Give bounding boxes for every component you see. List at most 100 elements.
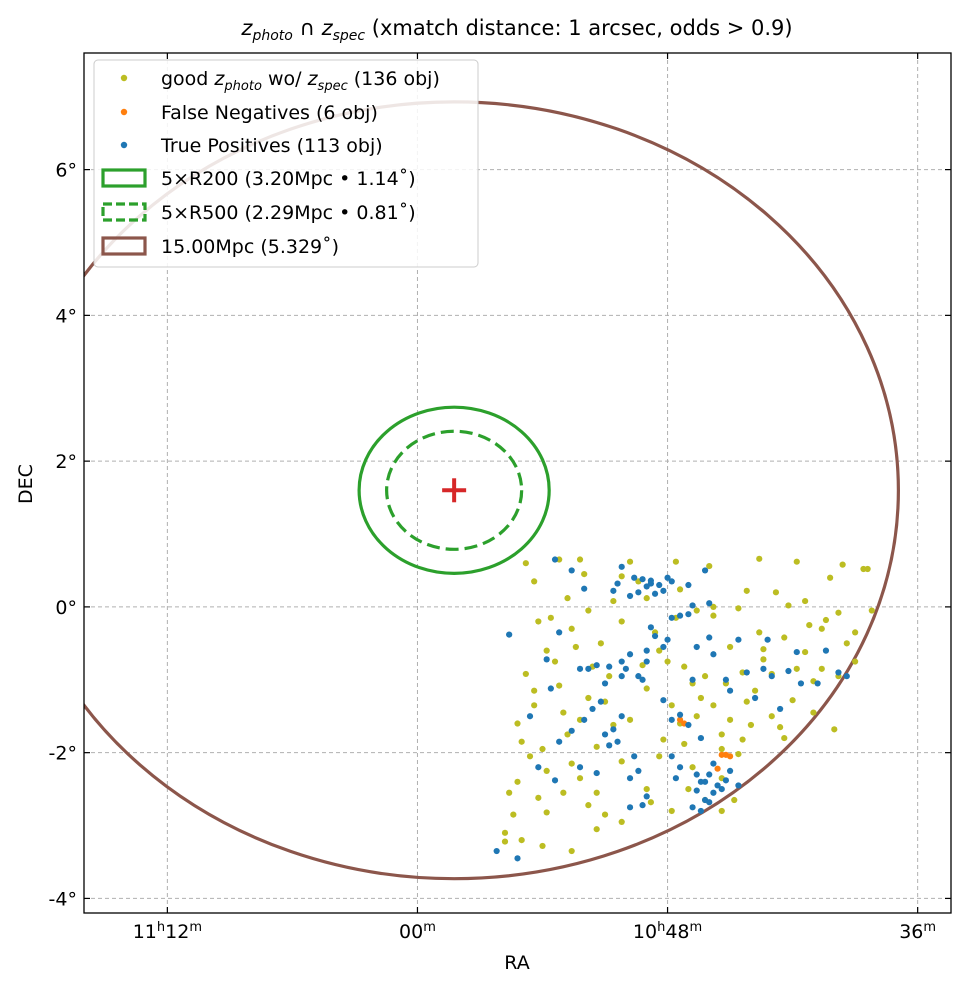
point-s2-45 bbox=[618, 658, 625, 665]
point-s2-48 bbox=[606, 663, 613, 670]
point-s2-83 bbox=[668, 716, 675, 723]
point-s2-85 bbox=[697, 734, 705, 742]
point-s0-104 bbox=[710, 603, 717, 610]
legend-label-2: True Positives (113 obj) bbox=[160, 135, 383, 157]
circle-5-r200 bbox=[357, 405, 551, 575]
point-s2-20 bbox=[706, 600, 713, 607]
point-s0-116 bbox=[560, 709, 567, 716]
point-s0-84 bbox=[668, 807, 675, 815]
point-s0-62 bbox=[656, 753, 663, 760]
point-s2-54 bbox=[543, 656, 550, 663]
point-s0-115 bbox=[760, 656, 767, 663]
point-s2-53 bbox=[556, 629, 563, 636]
point-s0-99 bbox=[818, 625, 825, 632]
point-s0-6 bbox=[793, 558, 800, 565]
point-s2-62 bbox=[606, 742, 613, 749]
point-s2-13 bbox=[668, 578, 675, 585]
point-s0-2 bbox=[626, 558, 634, 565]
legend-marker-1 bbox=[120, 108, 128, 116]
point-s0-118 bbox=[735, 751, 742, 758]
point-s0-107 bbox=[751, 687, 759, 694]
point-s2-77 bbox=[706, 799, 713, 806]
point-s2-32 bbox=[735, 636, 742, 643]
point-s0-1 bbox=[576, 556, 584, 563]
point-s0-59 bbox=[739, 736, 746, 743]
point-s0-13 bbox=[735, 605, 742, 612]
point-s0-100 bbox=[581, 571, 588, 578]
point-s2-19 bbox=[701, 567, 709, 574]
point-s0-14 bbox=[710, 612, 717, 619]
point-s2-104 bbox=[768, 673, 775, 680]
point-s0-29 bbox=[556, 682, 563, 689]
point-s0-127 bbox=[685, 786, 692, 793]
point-s0-17 bbox=[852, 629, 859, 636]
point-s0-126 bbox=[514, 720, 521, 727]
point-s2-66 bbox=[693, 771, 700, 778]
point-s2-42 bbox=[643, 647, 650, 654]
point-s2-109 bbox=[581, 716, 588, 723]
point-s2-17 bbox=[610, 587, 617, 594]
point-s2-55 bbox=[576, 665, 584, 672]
point-s0-3 bbox=[672, 558, 679, 565]
point-s0-27 bbox=[543, 647, 550, 654]
point-s2-30 bbox=[822, 647, 830, 654]
point-s2-95 bbox=[514, 855, 521, 862]
point-s0-34 bbox=[656, 647, 663, 654]
legend-label-3: 5×R200 (3.20Mpc • 1.14˚) bbox=[161, 168, 416, 190]
point-s0-35 bbox=[681, 663, 688, 670]
point-s0-68 bbox=[543, 767, 550, 774]
circle-5-r500 bbox=[385, 429, 524, 551]
point-s2-11 bbox=[651, 590, 659, 597]
point-s2-96 bbox=[493, 847, 500, 855]
point-s0-117 bbox=[643, 786, 650, 793]
point-s2-92 bbox=[576, 764, 584, 771]
point-s0-47 bbox=[726, 643, 734, 651]
point-s0-7 bbox=[839, 561, 846, 568]
point-s0-21 bbox=[531, 578, 538, 585]
point-s0-45 bbox=[781, 634, 788, 641]
point-s0-63 bbox=[618, 758, 625, 765]
point-s0-77 bbox=[689, 764, 696, 771]
legend-marker-4 bbox=[101, 202, 147, 222]
point-s2-81 bbox=[693, 787, 700, 794]
point-s0-122 bbox=[547, 614, 554, 621]
point-s2-94 bbox=[526, 713, 534, 720]
point-s2-98 bbox=[556, 738, 563, 745]
point-s2-90 bbox=[639, 802, 646, 809]
point-s0-73 bbox=[618, 818, 625, 825]
point-s0-61 bbox=[681, 740, 688, 748]
point-s2-0 bbox=[551, 556, 559, 563]
point-s2-35 bbox=[710, 651, 717, 658]
point-s0-15 bbox=[802, 597, 809, 605]
point-s0-91 bbox=[543, 809, 550, 816]
point-s0-57 bbox=[831, 726, 838, 733]
point-s0-50 bbox=[693, 713, 700, 720]
point-s0-31 bbox=[531, 687, 538, 694]
cluster-center-marker bbox=[442, 478, 467, 503]
point-s0-94 bbox=[718, 807, 725, 815]
point-s0-58 bbox=[781, 734, 788, 742]
point-s0-113 bbox=[572, 643, 579, 651]
x-axis-label: RA bbox=[504, 952, 529, 974]
point-s0-79 bbox=[518, 837, 525, 844]
point-s0-44 bbox=[802, 648, 809, 656]
x-tick-label-1: 00m bbox=[399, 920, 436, 943]
point-s0-46 bbox=[756, 629, 763, 636]
point-s2-26 bbox=[797, 680, 805, 687]
point-s2-79 bbox=[701, 778, 709, 785]
point-s2-60 bbox=[601, 731, 609, 738]
point-s0-80 bbox=[539, 842, 546, 850]
point-s2-108 bbox=[618, 673, 625, 680]
point-s0-30 bbox=[585, 694, 592, 702]
point-s2-6 bbox=[656, 581, 663, 589]
x-tick-label-2: 10h48m bbox=[633, 920, 702, 943]
point-s2-21 bbox=[685, 611, 692, 618]
point-s2-52 bbox=[660, 697, 667, 704]
point-s0-43 bbox=[852, 658, 859, 665]
point-s0-129 bbox=[760, 646, 767, 653]
point-s0-97 bbox=[693, 607, 700, 614]
point-s2-87 bbox=[626, 775, 634, 782]
point-s2-2 bbox=[618, 563, 625, 570]
point-s2-9 bbox=[635, 589, 642, 596]
